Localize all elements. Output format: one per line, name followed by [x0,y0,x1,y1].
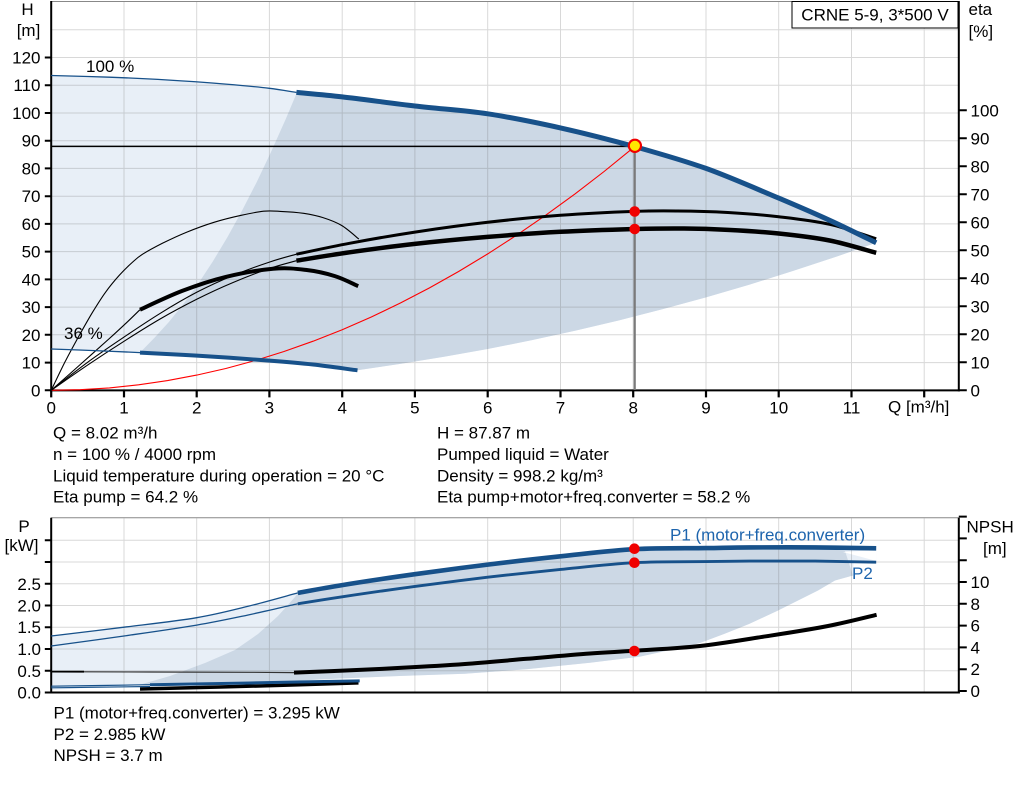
svg-text:50: 50 [22,243,41,262]
svg-text:36 %: 36 % [64,324,103,343]
svg-text:1: 1 [119,398,128,417]
svg-text:11: 11 [843,398,861,417]
svg-text:1.5: 1.5 [17,618,41,637]
svg-text:H: H [21,0,33,19]
svg-text:NPSH: NPSH [967,518,1014,537]
svg-text:Liquid temperature during oper: Liquid temperature during operation = 20… [53,466,384,485]
svg-text:20: 20 [971,325,990,344]
svg-text:60: 60 [971,213,990,232]
svg-text:0: 0 [971,682,980,701]
svg-text:40: 40 [971,269,990,288]
svg-text:9: 9 [701,398,710,417]
svg-text:Eta pump+motor+freq.converter: Eta pump+motor+freq.converter = 58.2 % [437,488,750,507]
svg-text:100: 100 [971,101,999,120]
svg-text:5: 5 [410,398,419,417]
svg-text:70: 70 [971,185,990,204]
svg-text:[%]: [%] [969,22,994,41]
svg-text:0.0: 0.0 [17,684,41,703]
svg-text:[m]: [m] [983,539,1007,558]
svg-text:20: 20 [22,326,41,345]
svg-text:60: 60 [22,215,41,234]
svg-text:P: P [18,517,29,536]
svg-text:2: 2 [971,660,980,679]
svg-text:80: 80 [22,159,41,178]
svg-text:90: 90 [22,132,41,151]
svg-text:8: 8 [971,595,980,614]
svg-text:Q [m³/h]: Q [m³/h] [888,398,949,417]
svg-text:P1 (motor+freq.converter): P1 (motor+freq.converter) [670,526,865,545]
svg-text:P2 = 2.985 kW: P2 = 2.985 kW [54,725,166,744]
svg-text:P1 (motor+freq.converter) = 3.: P1 (motor+freq.converter) = 3.295 kW [54,703,340,722]
svg-text:4: 4 [971,638,980,657]
svg-text:7: 7 [556,398,565,417]
svg-text:0: 0 [971,381,980,400]
svg-text:100: 100 [12,104,40,123]
svg-text:NPSH = 3.7 m: NPSH = 3.7 m [54,746,163,765]
svg-text:80: 80 [971,157,990,176]
svg-text:3: 3 [265,398,274,417]
svg-text:2.5: 2.5 [17,575,41,594]
svg-text:2: 2 [192,398,201,417]
svg-text:120: 120 [12,49,40,68]
svg-text:6: 6 [971,617,980,636]
svg-text:4: 4 [337,398,346,417]
svg-text:H = 87.87 m: H = 87.87 m [437,424,530,443]
svg-text:1.0: 1.0 [17,640,41,659]
svg-text:110: 110 [13,76,40,95]
svg-text:Pumped liquid = Water: Pumped liquid = Water [437,445,609,464]
svg-text:Q = 8.02 m³/h: Q = 8.02 m³/h [53,424,157,443]
svg-text:0: 0 [46,398,55,417]
svg-text:eta: eta [969,0,993,19]
svg-text:70: 70 [22,187,41,206]
svg-text:10: 10 [971,573,990,592]
svg-text:10: 10 [22,354,41,373]
svg-text:0.5: 0.5 [17,662,41,681]
svg-text:30: 30 [22,298,41,317]
svg-text:10: 10 [769,398,788,417]
svg-text:6: 6 [483,398,492,417]
svg-text:[kW]: [kW] [5,536,39,555]
svg-text:P2: P2 [852,564,873,583]
svg-text:50: 50 [971,241,990,260]
svg-text:90: 90 [971,129,990,148]
svg-text:100 %: 100 % [86,57,134,76]
svg-text:[m]: [m] [17,21,41,40]
svg-text:Density = 998.2 kg/m³: Density = 998.2 kg/m³ [437,466,603,485]
svg-text:CRNE 5-9, 3*500 V: CRNE 5-9, 3*500 V [801,6,949,25]
svg-text:2.0: 2.0 [17,597,41,616]
svg-text:30: 30 [971,297,990,316]
svg-text:Eta pump = 64.2 %: Eta pump = 64.2 % [53,488,198,507]
svg-text:10: 10 [971,353,990,372]
svg-text:0: 0 [31,381,40,400]
svg-text:8: 8 [628,398,637,417]
svg-text:40: 40 [22,270,41,289]
svg-text:n = 100 % / 4000 rpm: n = 100 % / 4000 rpm [53,445,216,464]
